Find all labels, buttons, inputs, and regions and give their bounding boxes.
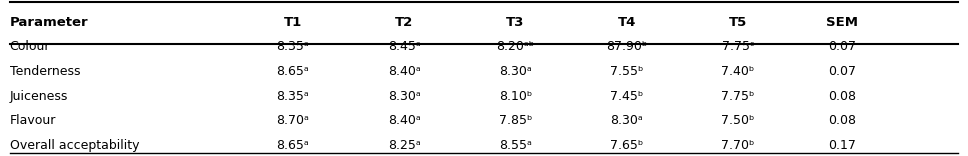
Text: 7.45ᵇ: 7.45ᵇ — [610, 90, 644, 102]
Text: 8.10ᵇ: 8.10ᵇ — [499, 90, 532, 102]
Text: 8.45ᵃ: 8.45ᵃ — [388, 40, 420, 53]
Text: 8.40ᵃ: 8.40ᵃ — [388, 65, 420, 78]
Text: 8.20ᵃᵇ: 8.20ᵃᵇ — [497, 40, 534, 53]
Text: 8.40ᵃ: 8.40ᵃ — [388, 114, 420, 127]
Text: Overall acceptability: Overall acceptability — [10, 139, 139, 152]
Text: T3: T3 — [506, 16, 525, 29]
Text: 7.75ᶜ: 7.75ᶜ — [722, 40, 754, 53]
Text: Flavour: Flavour — [10, 114, 56, 127]
Text: 87.90ᵇ: 87.90ᵇ — [606, 40, 648, 53]
Text: T4: T4 — [618, 16, 636, 29]
Text: 8.65ᵃ: 8.65ᵃ — [277, 139, 309, 152]
Text: 8.65ᵃ: 8.65ᵃ — [277, 65, 309, 78]
Text: 7.65ᵇ: 7.65ᵇ — [610, 139, 644, 152]
Text: 8.35ᵃ: 8.35ᵃ — [277, 90, 309, 102]
Text: 7.55ᵇ: 7.55ᵇ — [610, 65, 644, 78]
Text: 7.85ᵇ: 7.85ᵇ — [499, 114, 532, 127]
Text: 7.75ᵇ: 7.75ᵇ — [721, 90, 755, 102]
Text: 7.70ᵇ: 7.70ᵇ — [721, 139, 755, 152]
Text: 8.55ᵃ: 8.55ᵃ — [499, 139, 531, 152]
Text: Juiceness: Juiceness — [10, 90, 68, 102]
Text: 0.08: 0.08 — [829, 114, 856, 127]
Text: 8.30ᵃ: 8.30ᵃ — [499, 65, 531, 78]
Text: 7.50ᵇ: 7.50ᵇ — [721, 114, 755, 127]
Text: 0.07: 0.07 — [829, 40, 856, 53]
Text: Tenderness: Tenderness — [10, 65, 80, 78]
Text: 8.25ᵃ: 8.25ᵃ — [388, 139, 420, 152]
Text: 8.30ᵃ: 8.30ᵃ — [611, 114, 643, 127]
Text: T5: T5 — [729, 16, 747, 29]
Text: SEM: SEM — [826, 16, 859, 29]
Text: 8.35ᵃ: 8.35ᵃ — [277, 40, 309, 53]
Text: 0.17: 0.17 — [829, 139, 856, 152]
Text: 8.30ᵃ: 8.30ᵃ — [388, 90, 420, 102]
Text: T2: T2 — [395, 16, 413, 29]
Text: Colour: Colour — [10, 40, 50, 53]
Text: Parameter: Parameter — [10, 16, 88, 29]
Text: 8.70ᵃ: 8.70ᵃ — [277, 114, 309, 127]
Text: 7.40ᵇ: 7.40ᵇ — [721, 65, 755, 78]
Text: T1: T1 — [284, 16, 302, 29]
Text: 0.08: 0.08 — [829, 90, 856, 102]
Text: 0.07: 0.07 — [829, 65, 856, 78]
